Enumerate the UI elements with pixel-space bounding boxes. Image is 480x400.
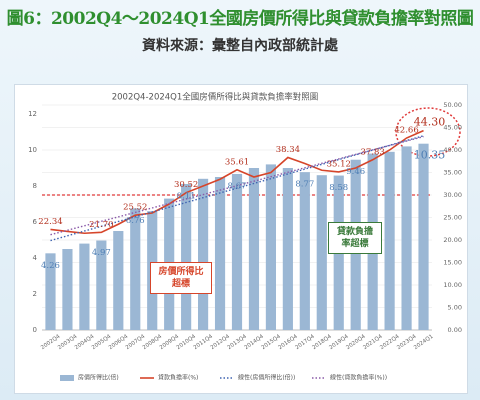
legend-swatch (60, 375, 74, 381)
y-tick-label: 6 (33, 218, 38, 226)
data-label: 6.76 (126, 216, 145, 226)
data-label: 44.30 (414, 116, 446, 129)
bar (62, 249, 73, 330)
y-tick-label: 10 (28, 146, 37, 154)
data-label: 8.67 (228, 181, 247, 191)
data-label: 37.83 (360, 147, 384, 157)
bar (45, 253, 56, 330)
y2-tick-label: 30.00 (443, 191, 462, 199)
bar (384, 151, 395, 330)
y2-tick-label: 40.00 (443, 146, 462, 154)
bar (113, 231, 124, 330)
line (50, 129, 424, 235)
annotation: 房價所得比超標 (150, 262, 212, 294)
data-label: 42.66 (394, 126, 418, 136)
data-label: 10.35 (414, 149, 446, 162)
data-label: 35.12 (327, 159, 351, 169)
bar (282, 168, 293, 330)
page-subtitle: 資料來源：彙整自內政部統計處 (142, 38, 338, 54)
y-tick-label: 12 (28, 110, 37, 118)
bar (316, 175, 327, 330)
legend-label: 貸款負擔率(%) (158, 374, 198, 382)
bar (265, 164, 276, 330)
y2-tick-label: 15.00 (443, 259, 462, 267)
y-tick-label: 2 (33, 290, 37, 298)
data-label: 30.52 (174, 180, 198, 190)
data-label: 4.97 (92, 248, 111, 258)
y-tick-label: 8 (33, 182, 37, 190)
y2-tick-label: 0.00 (448, 326, 462, 334)
bar (181, 184, 192, 330)
bar (299, 172, 310, 330)
y-tick-label: 0 (33, 326, 37, 334)
trendline (50, 135, 424, 242)
bar (248, 168, 260, 330)
bar (401, 146, 412, 330)
y2-tick-label: 25.00 (443, 214, 462, 222)
y2-tick-label: 35.00 (443, 169, 462, 177)
page-title: 圖6：2002Q4～2024Q1全國房價所得比與貸款負擔率對照圖 (6, 9, 474, 29)
data-label: 4.26 (41, 261, 60, 271)
y2-tick-label: 50.00 (443, 101, 462, 109)
chart-title: 2002Q4-2024Q1全國房價所得比與貸款負擔率對照圖 (112, 92, 319, 103)
data-label: 35.61 (225, 157, 249, 167)
legend-label: 線性(貸款負擔率(%)) (330, 374, 387, 382)
data-label: 25.52 (123, 203, 147, 213)
legend-label: 線性(房價所得比(倍)) (238, 374, 295, 382)
bar (418, 143, 429, 330)
bar (130, 208, 141, 330)
data-label: 38.34 (276, 145, 300, 155)
bar (96, 240, 107, 330)
data-label: 21.70 (89, 220, 113, 230)
bar (214, 177, 226, 330)
y2-tick-label: 10.00 (443, 281, 462, 289)
header: 圖6：2002Q4～2024Q1全國房價所得比與貸款負擔率對照圖 資料來源：彙整… (0, 4, 480, 55)
bar (79, 243, 90, 330)
y2-tick-label: 45.00 (443, 124, 462, 132)
bar (198, 178, 209, 330)
y-tick-label: 4 (33, 254, 38, 262)
data-label: 9.46 (346, 167, 365, 177)
y2-tick-label: 20.00 (443, 236, 462, 244)
data-label: 22.34 (38, 217, 62, 227)
annotation: 貸款負擔率超標 (328, 222, 382, 254)
y2-tick-label: 5.00 (448, 304, 462, 312)
data-label: 8.11 (177, 192, 196, 202)
data-label: 8.58 (329, 183, 348, 193)
data-label: 8.77 (295, 180, 314, 190)
legend-label: 房價所得比(倍) (78, 374, 119, 382)
x-tick-label: 2024Q1 (413, 334, 434, 351)
bar (231, 173, 243, 330)
trendline (50, 135, 424, 236)
